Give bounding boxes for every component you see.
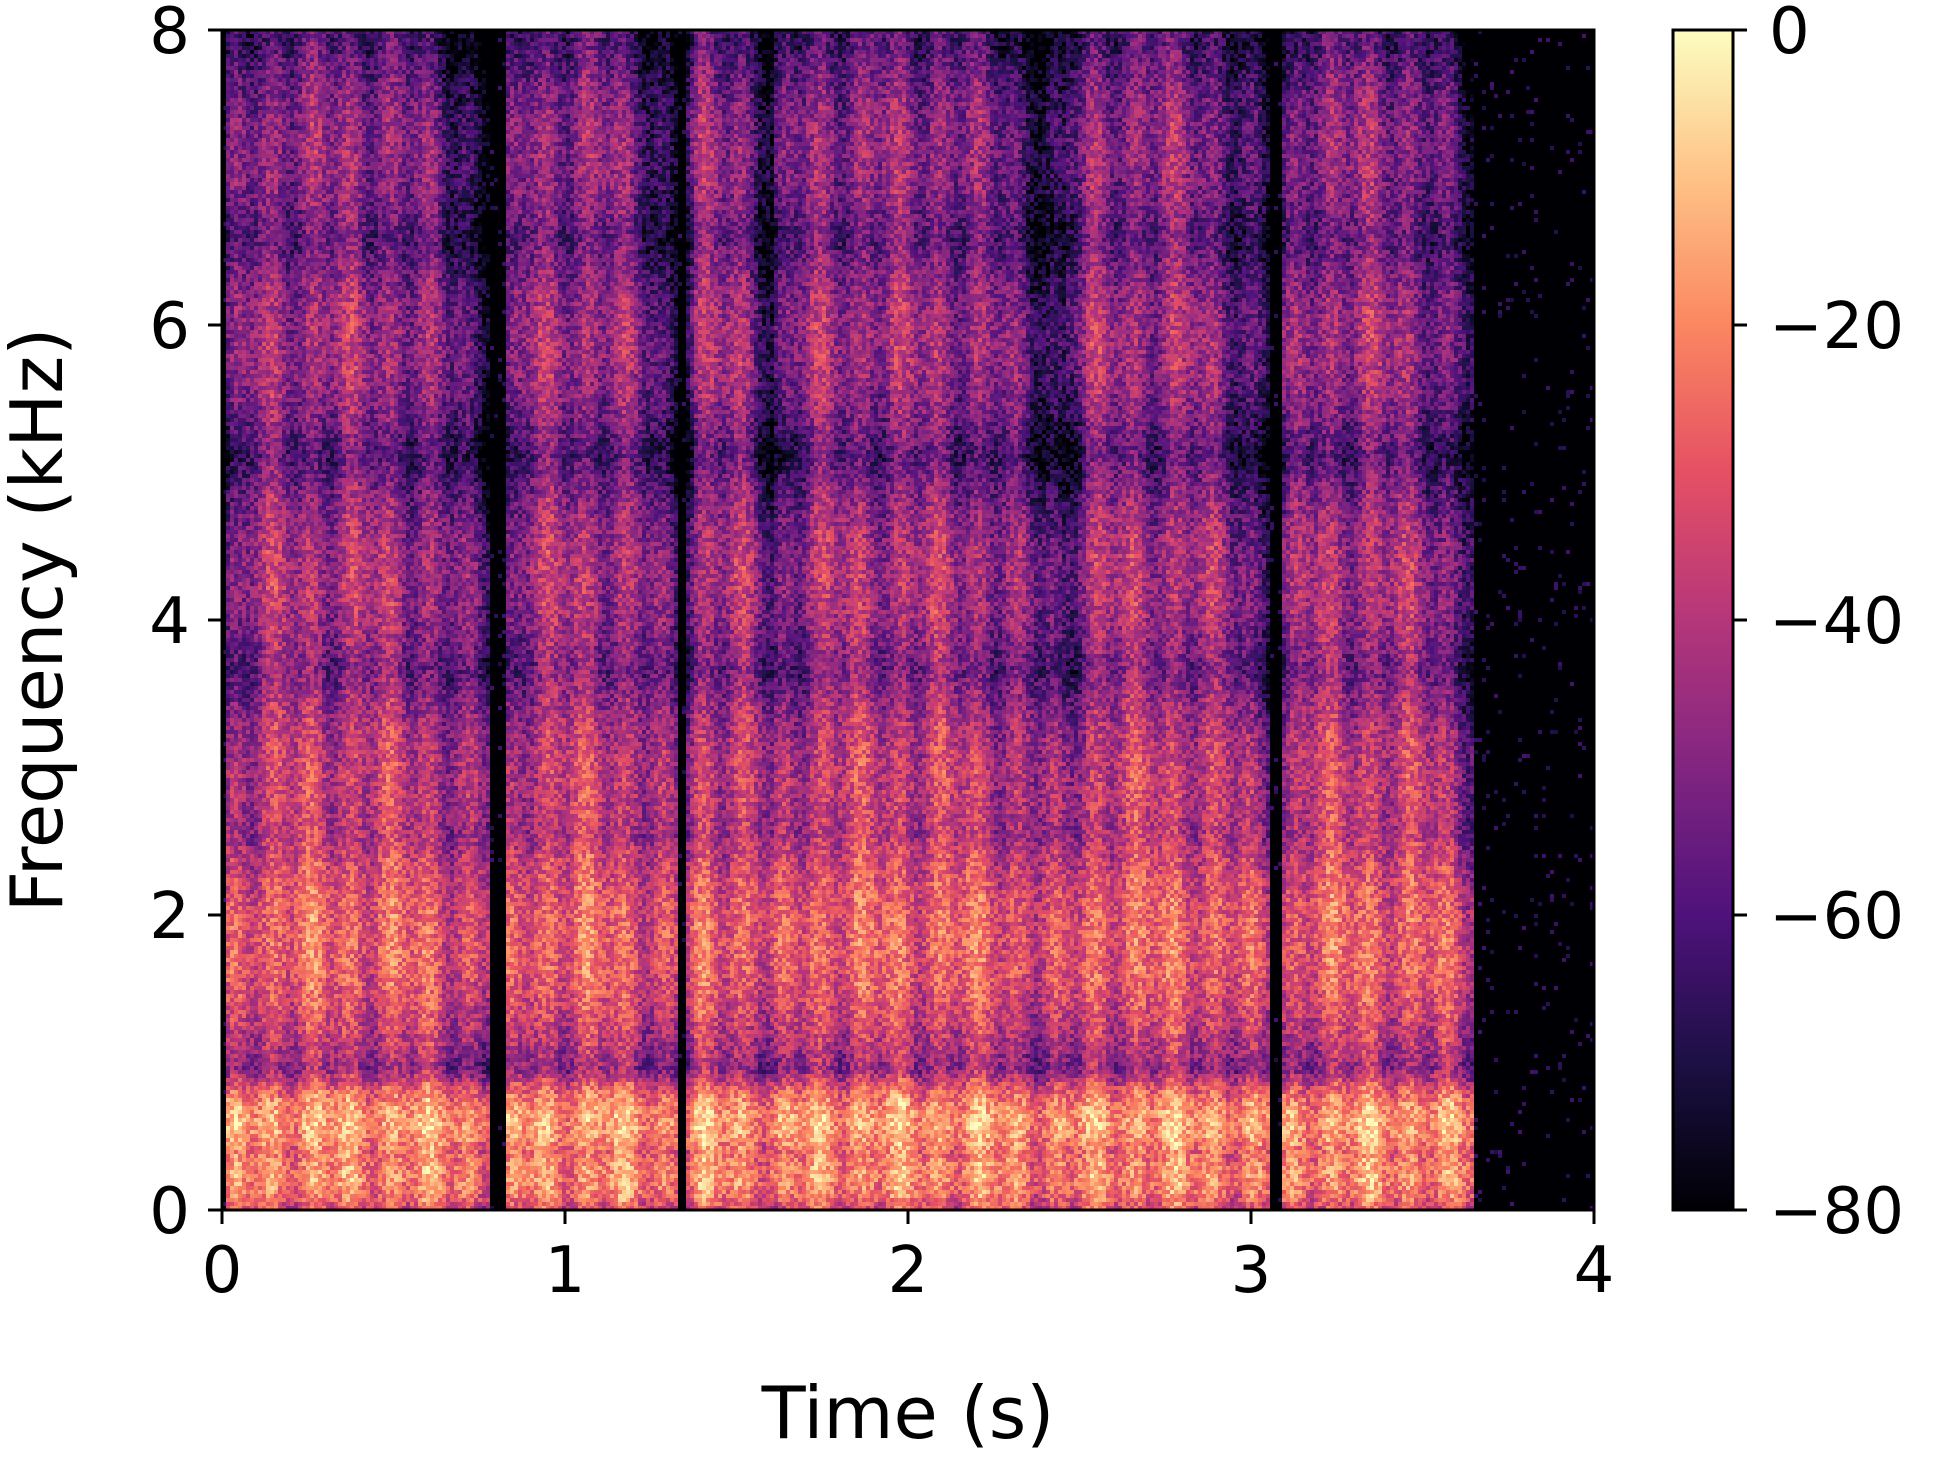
y-tick-label: 8 bbox=[149, 0, 190, 69]
x-tick-label: 4 bbox=[1574, 1234, 1615, 1308]
y-tick-label: 6 bbox=[149, 290, 190, 364]
x-tick-label: 0 bbox=[202, 1234, 243, 1308]
colorbar-tick-label: −80 bbox=[1769, 1175, 1904, 1249]
x-axis: 0 1 2 3 4 bbox=[202, 1210, 1615, 1308]
colorbar-tick-label: 0 bbox=[1769, 0, 1810, 69]
y-tick-label: 4 bbox=[149, 585, 190, 659]
colorbar-tick-label: −20 bbox=[1769, 290, 1904, 364]
y-axis: 0 2 4 6 8 bbox=[149, 0, 222, 1249]
colorbar-gradient bbox=[1673, 30, 1733, 1210]
x-tick-label: 2 bbox=[888, 1234, 929, 1308]
y-tick-label: 2 bbox=[149, 880, 190, 954]
x-tick-label: 1 bbox=[545, 1234, 586, 1308]
x-tick-label: 3 bbox=[1231, 1234, 1272, 1308]
colorbar bbox=[1671, 28, 1735, 1212]
spectrogram-image bbox=[222, 30, 1594, 1210]
plot-area bbox=[220, 28, 1596, 1212]
y-tick-label: 0 bbox=[149, 1175, 190, 1249]
colorbar-tick-label: −40 bbox=[1769, 585, 1904, 659]
colorbar-tick-label: −60 bbox=[1769, 880, 1904, 954]
x-axis-label: Time (s) bbox=[761, 1371, 1055, 1455]
y-axis-label: Frequency (kHz) bbox=[0, 328, 79, 913]
colorbar-ticks: 0 −20 −40 −60 −80 bbox=[1733, 0, 1904, 1249]
